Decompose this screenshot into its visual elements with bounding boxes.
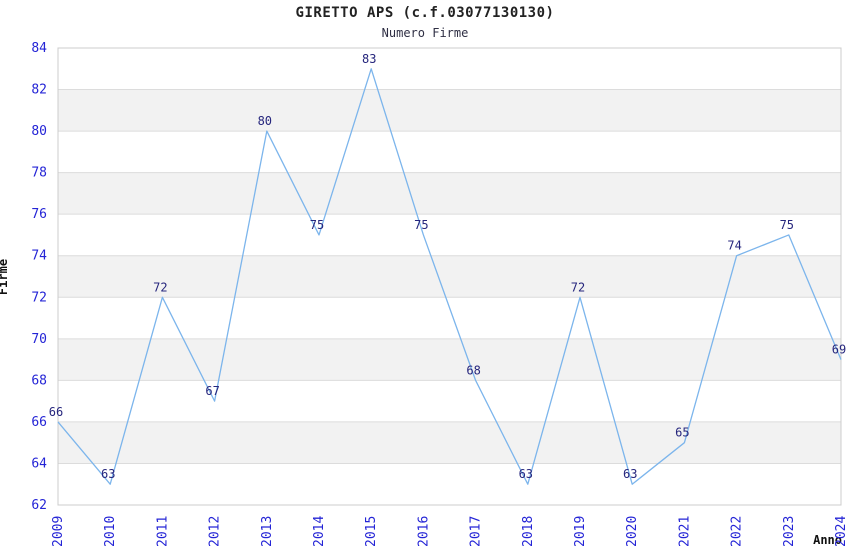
y-tick-label: 68 — [31, 373, 47, 388]
x-tick-label: 2021 — [677, 516, 692, 547]
data-label: 63 — [101, 467, 115, 481]
y-tick-label: 76 — [31, 207, 47, 222]
y-tick-label: 66 — [31, 415, 47, 430]
y-tick-label: 70 — [31, 332, 47, 347]
data-label: 74 — [727, 239, 741, 253]
y-tick-label: 74 — [31, 249, 47, 264]
chart-title: GIRETTO APS (c.f.03077130130) — [295, 5, 555, 21]
data-label: 68 — [466, 363, 480, 377]
x-tick-label: 2009 — [51, 516, 66, 547]
y-tick-label: 78 — [31, 166, 47, 181]
x-tick-label: 2012 — [208, 516, 223, 547]
x-tick-label: 2010 — [103, 516, 118, 547]
data-label: 83 — [362, 52, 376, 66]
series-line — [57, 68, 842, 485]
data-label: 75 — [780, 218, 794, 232]
x-tick-label: 2023 — [782, 516, 797, 547]
x-tick-label: 2011 — [155, 516, 170, 547]
y-tick-label: 72 — [31, 290, 47, 305]
plot-band — [58, 172, 841, 215]
x-tick-label: 2017 — [469, 516, 484, 547]
chart-subtitle: Numero Firme — [381, 26, 469, 40]
data-label: 75 — [414, 218, 428, 232]
data-label: 69 — [832, 343, 846, 357]
y-tick-label: 80 — [31, 124, 47, 139]
x-tick-label: 2019 — [573, 516, 588, 547]
data-label: 72 — [153, 280, 167, 294]
data-label: 63 — [623, 467, 637, 481]
plot-band — [58, 89, 841, 132]
plot-band — [58, 421, 841, 464]
plot-band — [58, 338, 841, 381]
y-tick-label: 82 — [31, 83, 47, 98]
y-tick-label: 84 — [31, 41, 47, 56]
y-tick-label: 62 — [31, 498, 47, 513]
x-tick-label: 2022 — [730, 516, 745, 547]
data-label: 63 — [519, 467, 533, 481]
data-label: 72 — [571, 280, 585, 294]
data-label: 67 — [205, 384, 219, 398]
data-label: 65 — [675, 426, 689, 440]
x-axis-title: Anno — [813, 533, 842, 547]
plot-band — [58, 255, 841, 298]
x-tick-label: 2020 — [625, 516, 640, 547]
x-tick-label: 2016 — [416, 516, 431, 547]
x-tick-label: 2018 — [521, 516, 536, 547]
x-tick-label: 2014 — [312, 516, 327, 547]
data-label: 66 — [49, 405, 63, 419]
x-tick-label: 2015 — [364, 516, 379, 547]
data-label: 80 — [258, 114, 272, 128]
data-label: 75 — [310, 218, 324, 232]
plot-border — [57, 47, 842, 506]
x-tick-label: 2024 — [834, 516, 849, 547]
y-tick-label: 64 — [31, 456, 47, 471]
x-tick-label: 2013 — [260, 516, 275, 547]
